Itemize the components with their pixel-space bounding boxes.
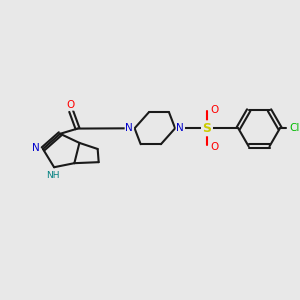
Text: S: S [202, 122, 211, 135]
Text: O: O [67, 100, 75, 110]
Text: NH: NH [46, 171, 59, 180]
Text: O: O [210, 105, 218, 115]
Text: N: N [176, 123, 184, 133]
Text: O: O [210, 142, 218, 152]
Text: N: N [32, 142, 40, 152]
Text: Cl: Cl [290, 123, 300, 133]
Text: N: N [125, 123, 133, 133]
